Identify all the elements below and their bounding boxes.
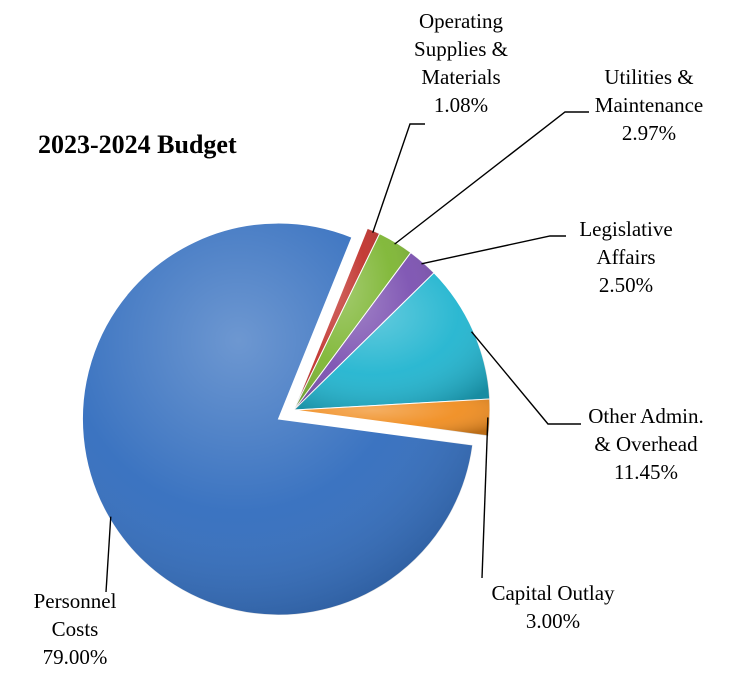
leader-lines [105, 111, 589, 593]
slice-labels: Operating Supplies & Materials 1.08% Utiliti… [34, 9, 704, 669]
chart-title: 2023-2024 Budget [38, 130, 237, 159]
slice-label-utilities-maintenance: Utilities & Maintenance 2.97% [595, 65, 703, 145]
leader-line-operating-supplies-materials [372, 123, 425, 233]
pie-slice-shading [294, 272, 490, 410]
pie-slices [81, 222, 491, 616]
slice-value-label: 11.45% [614, 460, 678, 484]
pie-slice-shading [294, 399, 490, 436]
leader-line-personnel-costs [105, 516, 112, 593]
slice-category-label: Personnel [34, 589, 117, 613]
slice-label-legislative-affairs: Legislative Affairs 2.50% [579, 217, 672, 297]
slice-category-label: Materials [421, 65, 500, 89]
slice-label-personnel-costs: Personnel Costs 79.00% [34, 589, 117, 669]
pie-slice-shading [294, 233, 411, 410]
slice-category-label: Utilities & [604, 65, 693, 89]
slice-category-label: Affairs [596, 245, 655, 269]
pie-slice-shading [82, 223, 473, 616]
slice-label-other-admin-overhead: Other Admin. & Overhead 11.45% [588, 404, 704, 484]
slice-category-label: Legislative [579, 217, 672, 241]
slice-value-label: 2.50% [599, 273, 653, 297]
slice-value-label: 1.08% [434, 93, 488, 117]
slice-category-label: Maintenance [595, 93, 703, 117]
slice-category-label: Supplies & [414, 37, 508, 61]
slice-category-label: Costs [52, 617, 99, 641]
slice-label-capital-outlay: Capital Outlay 3.00% [491, 581, 615, 633]
slice-category-label: Other Admin. [588, 404, 704, 428]
leader-line-legislative-affairs [421, 235, 566, 265]
pie-slice-shading [294, 252, 434, 410]
leader-line-utilities-maintenance [394, 111, 589, 245]
slice-category-label: Capital Outlay [491, 581, 615, 605]
slice-label-operating-supplies-materials: Operating Supplies & Materials 1.08% [414, 9, 508, 117]
leader-line-capital-outlay [481, 417, 489, 579]
slice-value-label: 2.97% [622, 121, 676, 145]
slice-category-label: Operating [419, 9, 503, 33]
pie-slice-shading [294, 228, 380, 410]
leader-line-other-admin-overhead [470, 331, 581, 425]
slice-category-label: & Overhead [594, 432, 698, 456]
slice-value-label: 3.00% [526, 609, 580, 633]
slice-value-label: 79.00% [43, 645, 108, 669]
